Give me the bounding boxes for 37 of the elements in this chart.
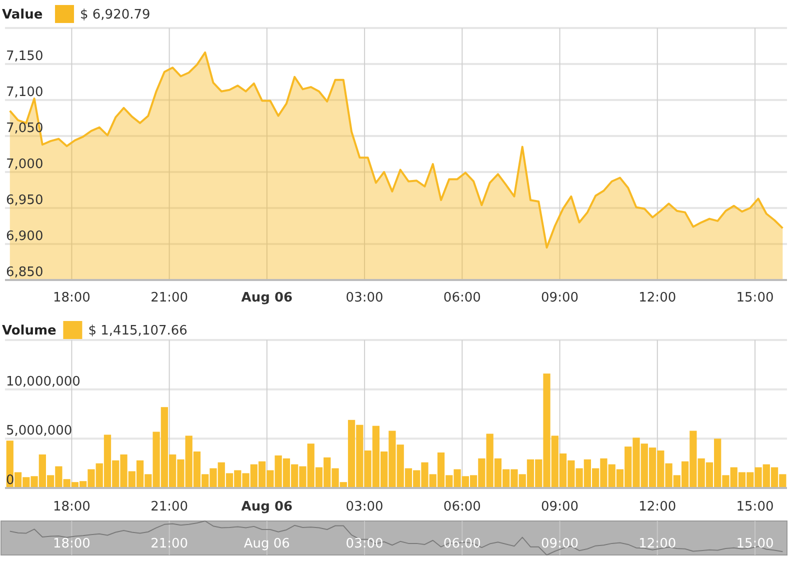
x-tick-label: 06:00	[443, 536, 481, 552]
x-tick-label: 03:00	[346, 536, 384, 552]
x-tick-label: 06:00	[443, 290, 481, 306]
x-tick-label: 03:00	[346, 290, 384, 306]
y-tick-label: 6,950	[6, 193, 44, 208]
x-tick-label: Aug 06	[241, 500, 293, 515]
legend-label: $ 1,415,107.66	[88, 324, 188, 339]
x-tick-label: 15:00	[736, 290, 774, 306]
x-tick-label: 18:00	[52, 290, 90, 306]
x-tick-label: 12:00	[638, 536, 676, 552]
chart-title: Value	[2, 8, 43, 23]
x-tick-label: 12:00	[638, 500, 676, 515]
y-tick-label: 7,100	[6, 85, 44, 100]
y-tick-label: 10,000,000	[6, 374, 80, 390]
y-tick-label: 7,000	[6, 157, 44, 172]
y-tick-label: 5,000,000	[6, 424, 72, 439]
x-tick-label: 15:00	[736, 536, 774, 552]
x-tick-label: 18:00	[52, 500, 90, 515]
x-tick-label: 06:00	[443, 500, 481, 515]
x-tick-label: Aug 06	[244, 536, 290, 552]
y-tick-label: 0	[6, 473, 14, 488]
chart-title: Volume	[2, 324, 57, 339]
x-tick-label: 09:00	[541, 500, 579, 515]
x-tick-label: 21:00	[150, 500, 188, 515]
x-tick-label: 21:00	[150, 290, 188, 306]
legend-label: $ 6,920.79	[80, 8, 150, 23]
y-tick-label: 7,150	[6, 49, 44, 64]
x-tick-label: 15:00	[736, 500, 774, 515]
x-tick-label: 18:00	[52, 536, 90, 552]
y-tick-label: 6,900	[6, 229, 44, 244]
y-tick-label: 6,850	[6, 265, 44, 280]
x-tick-label: 09:00	[541, 290, 579, 306]
x-tick-label: 03:00	[346, 500, 384, 515]
x-tick-label: Aug 06	[241, 290, 293, 306]
x-tick-label: 09:00	[541, 536, 579, 552]
x-tick-label: 12:00	[638, 290, 676, 306]
x-tick-label: 21:00	[150, 536, 188, 552]
